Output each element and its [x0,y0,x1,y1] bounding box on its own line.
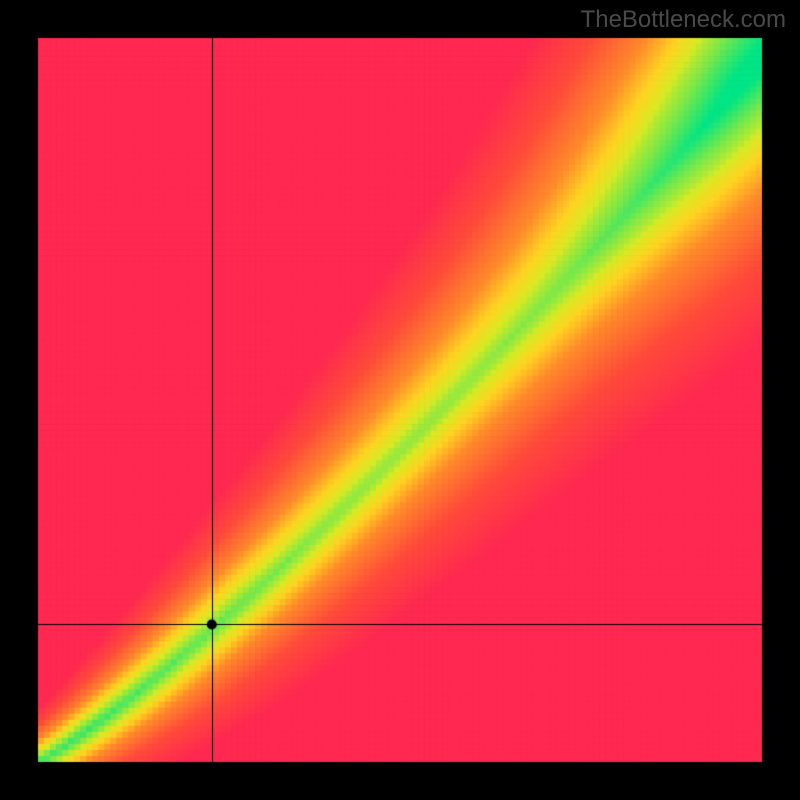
bottleneck-heatmap [0,0,800,800]
chart-container: TheBottleneck.com [0,0,800,800]
watermark-text: TheBottleneck.com [581,6,786,34]
